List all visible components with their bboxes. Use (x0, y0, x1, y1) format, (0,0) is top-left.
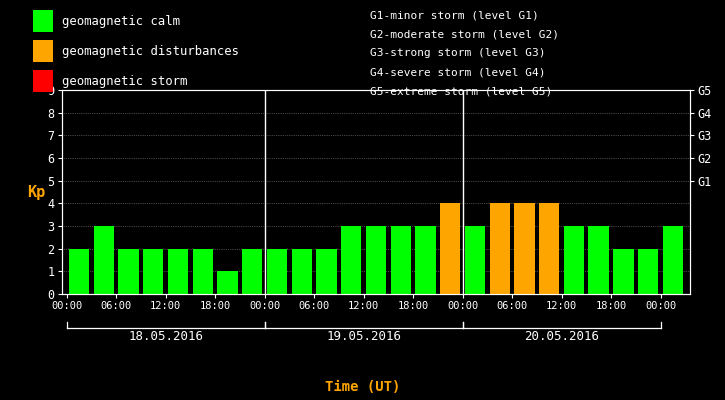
Bar (514, 203, 534, 294)
Bar (69, 249, 89, 294)
Bar (167, 249, 188, 294)
Bar (341, 226, 361, 294)
Bar (366, 226, 386, 294)
Text: G5-extreme storm (level G5): G5-extreme storm (level G5) (370, 87, 552, 97)
Bar (316, 249, 336, 294)
Bar (193, 249, 213, 294)
Bar (267, 249, 287, 294)
Bar (94, 226, 114, 294)
Bar (218, 271, 238, 294)
Text: G1-minor storm (level G1): G1-minor storm (level G1) (370, 10, 539, 20)
Text: G3-strong storm (level G3): G3-strong storm (level G3) (370, 48, 545, 58)
Text: G4-severe storm (level G4): G4-severe storm (level G4) (370, 68, 545, 78)
Bar (613, 249, 634, 294)
Bar (440, 203, 460, 294)
Bar (143, 249, 163, 294)
Text: 18.05.2016: 18.05.2016 (128, 330, 203, 343)
Bar (564, 226, 584, 294)
Bar (539, 203, 559, 294)
Text: Time (UT): Time (UT) (325, 380, 400, 394)
Y-axis label: Kp: Kp (28, 184, 46, 200)
Text: 20.05.2016: 20.05.2016 (524, 330, 599, 343)
Bar (415, 226, 436, 294)
Text: G2-moderate storm (level G2): G2-moderate storm (level G2) (370, 29, 559, 39)
Text: geomagnetic disturbances: geomagnetic disturbances (62, 44, 239, 58)
Bar (242, 249, 262, 294)
Bar (391, 226, 411, 294)
Bar (118, 249, 138, 294)
Text: geomagnetic storm: geomagnetic storm (62, 74, 187, 88)
Bar (291, 249, 312, 294)
Text: 19.05.2016: 19.05.2016 (326, 330, 401, 343)
Bar (465, 226, 485, 294)
Bar (589, 226, 609, 294)
Bar (489, 203, 510, 294)
Bar (663, 226, 683, 294)
Bar (638, 249, 658, 294)
Text: geomagnetic calm: geomagnetic calm (62, 14, 180, 28)
